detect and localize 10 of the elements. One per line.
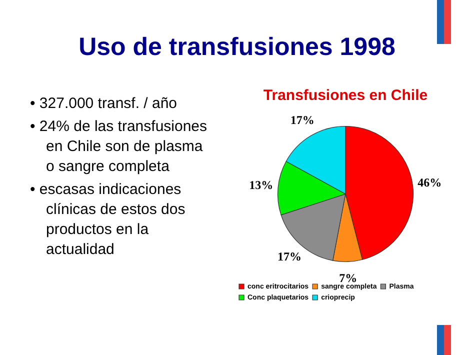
text: • escasas indicaciones clínicas de estos dos productos en la actualidad: [30, 180, 186, 260]
data-label: 46%: [418, 175, 442, 190]
chart-subtitle: Transfusiones en Chile: [263, 87, 428, 104]
data-label: 17%: [277, 250, 302, 264]
data-label: 13%: [249, 178, 274, 192]
data-label: 17%: [290, 113, 314, 128]
text: • 327.000 transf. / año: [30, 94, 178, 114]
text: • 24% de las transfusiones en Chile son de plasma o sangre completa: [30, 117, 208, 177]
data-label: 7%: [339, 270, 358, 285]
chart-title: Uso de transfusiones 1998: [78, 33, 396, 62]
